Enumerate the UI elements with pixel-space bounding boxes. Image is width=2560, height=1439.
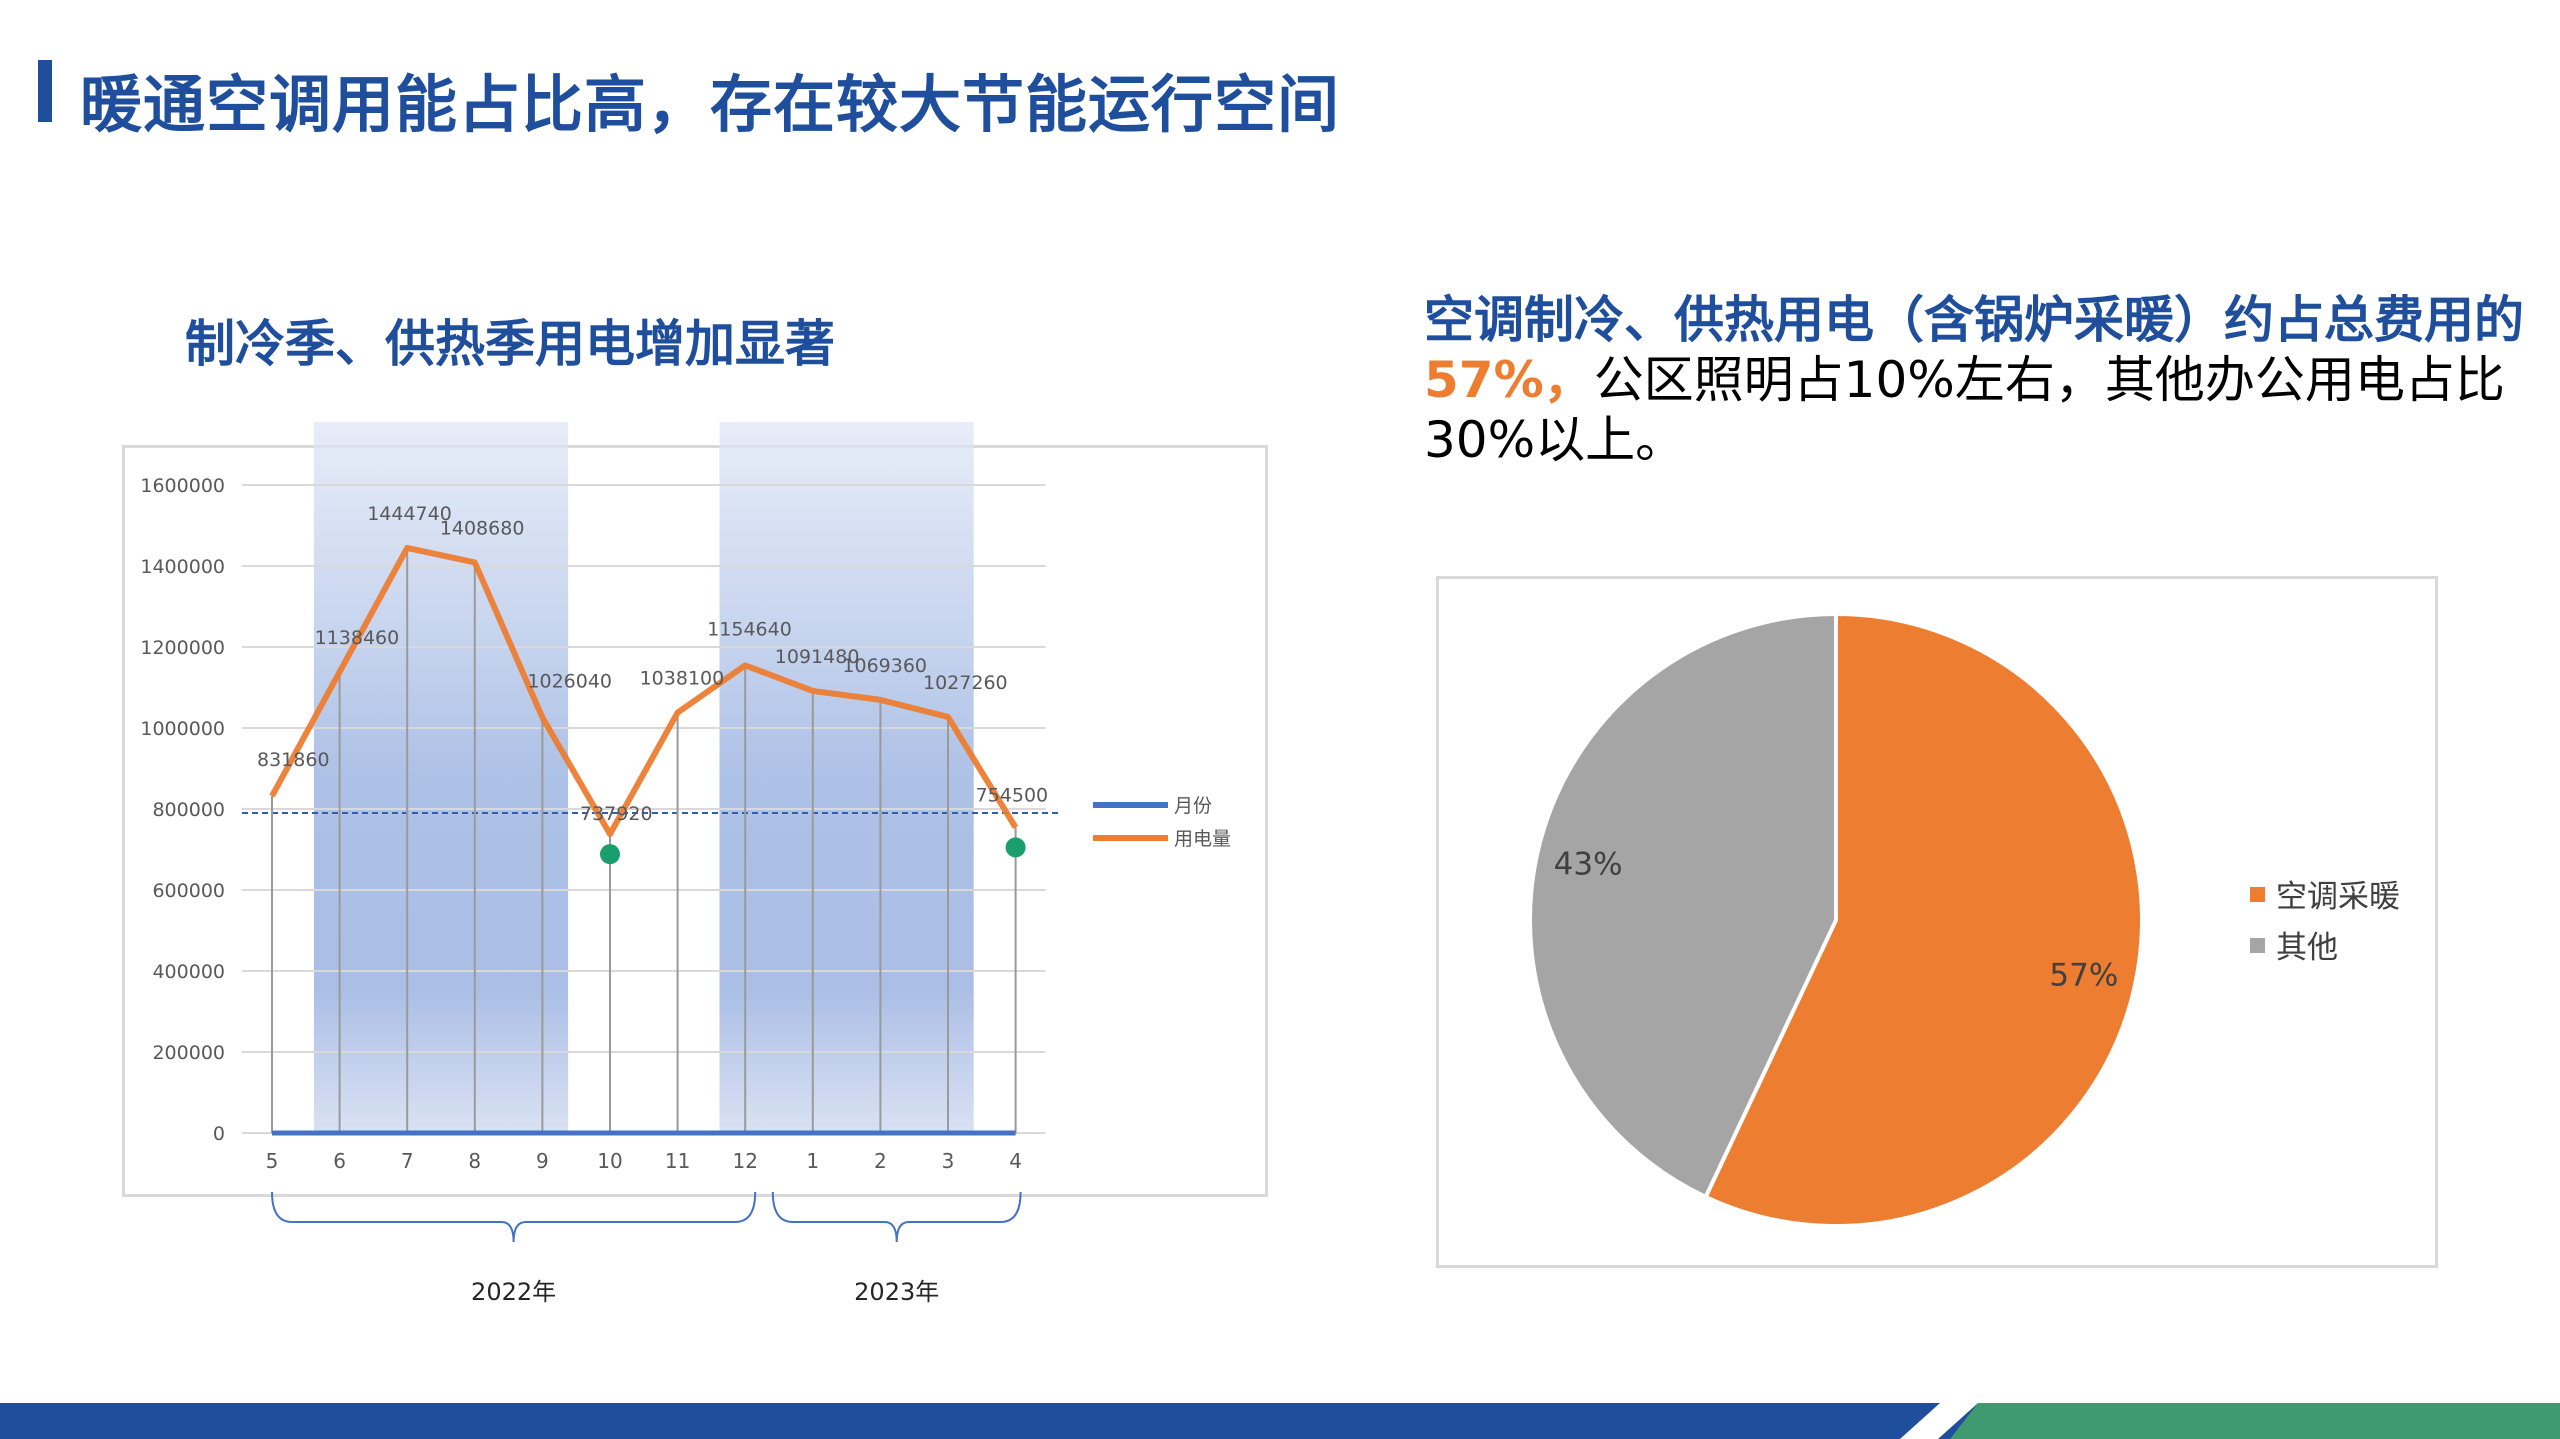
y-tick-label: 1400000 bbox=[140, 556, 225, 578]
year-label: 2022年 bbox=[471, 1278, 556, 1306]
pie-slice bbox=[1527, 611, 1838, 1200]
brace-2022 bbox=[271, 1191, 757, 1243]
y-tick-label: 0 bbox=[213, 1123, 225, 1145]
right-description: 空调制冷、供热用电（含锅炉采暖）约占总费用的57%，公区照明占10%左右，其他办… bbox=[1424, 290, 2524, 470]
x-tick-label: 5 bbox=[266, 1149, 279, 1173]
x-tick-label: 11 bbox=[665, 1149, 690, 1173]
slide-title: 暖通空调用能占比高，存在较大节能运行空间 bbox=[80, 68, 1341, 141]
x-tick-label: 8 bbox=[468, 1149, 481, 1173]
brace-2023 bbox=[771, 1191, 1022, 1243]
title-accent-bar bbox=[38, 60, 52, 122]
data-label: 737920 bbox=[580, 803, 653, 825]
line-chart-frame bbox=[122, 445, 1268, 1197]
y-tick-label: 800000 bbox=[152, 799, 225, 821]
y-tick-label: 400000 bbox=[152, 961, 225, 983]
pie-legend-label: 空调采暖 bbox=[2276, 879, 2400, 915]
pie-legend-swatch bbox=[2250, 938, 2265, 953]
footer-green-band bbox=[1950, 1403, 2560, 1439]
y-tick-label: 1200000 bbox=[140, 637, 225, 659]
legend-label: 用电量 bbox=[1174, 828, 1231, 850]
highlight-point bbox=[1005, 837, 1026, 858]
left-chart-heading: 制冷季、供热季用电增加显著 bbox=[185, 315, 835, 373]
x-tick-label: 6 bbox=[333, 1149, 346, 1173]
x-tick-label: 10 bbox=[597, 1149, 622, 1173]
data-label: 1444740 bbox=[367, 503, 452, 525]
highlight-point bbox=[600, 844, 620, 865]
highlight-band-2 bbox=[719, 422, 974, 1133]
data-label: 1138460 bbox=[315, 627, 400, 649]
description-highlight: 空调制冷、供热用电（含锅炉采暖）约占总费用的 bbox=[1424, 291, 2524, 349]
pie-legend-label: 其他 bbox=[2276, 930, 2338, 966]
y-tick-label: 200000 bbox=[152, 1042, 225, 1064]
data-label: 1091480 bbox=[775, 646, 860, 668]
x-tick-label: 3 bbox=[942, 1149, 955, 1173]
series-line-usage bbox=[269, 544, 1019, 838]
pie-chart-frame bbox=[1436, 576, 2438, 1268]
year-label: 2023年 bbox=[854, 1278, 939, 1306]
highlight-band-1 bbox=[313, 422, 569, 1133]
data-label: 1026040 bbox=[527, 670, 612, 692]
y-tick-label: 1600000 bbox=[140, 475, 225, 497]
pie-legend-swatch bbox=[2250, 887, 2265, 902]
data-label: 1069360 bbox=[842, 655, 927, 677]
x-tick-label: 9 bbox=[536, 1149, 549, 1173]
footer-blue-band bbox=[0, 1403, 1980, 1439]
pie-value-label: 43% bbox=[1554, 847, 1623, 883]
x-tick-label: 1 bbox=[806, 1149, 819, 1173]
data-label: 1027260 bbox=[923, 672, 1008, 694]
y-tick-label: 1000000 bbox=[140, 718, 225, 740]
pie-value-label: 57% bbox=[2049, 957, 2118, 993]
x-tick-label: 4 bbox=[1009, 1149, 1022, 1173]
pie-slice bbox=[1703, 611, 2144, 1228]
data-label: 1038100 bbox=[640, 668, 725, 690]
description-percent: 57%， bbox=[1424, 351, 1594, 409]
x-tick-label: 2 bbox=[874, 1149, 887, 1173]
description-rest: 公区照明占10%左右，其他办公用电占比30%以上。 bbox=[1424, 351, 2505, 469]
x-tick-label: 12 bbox=[732, 1149, 757, 1173]
data-label: 1408680 bbox=[440, 517, 525, 539]
data-label: 1154640 bbox=[707, 618, 792, 640]
y-tick-label: 600000 bbox=[152, 880, 225, 902]
data-label: 831860 bbox=[257, 749, 330, 771]
x-tick-label: 7 bbox=[401, 1149, 414, 1173]
data-label: 754500 bbox=[976, 784, 1049, 806]
legend-label: 月份 bbox=[1174, 795, 1212, 817]
